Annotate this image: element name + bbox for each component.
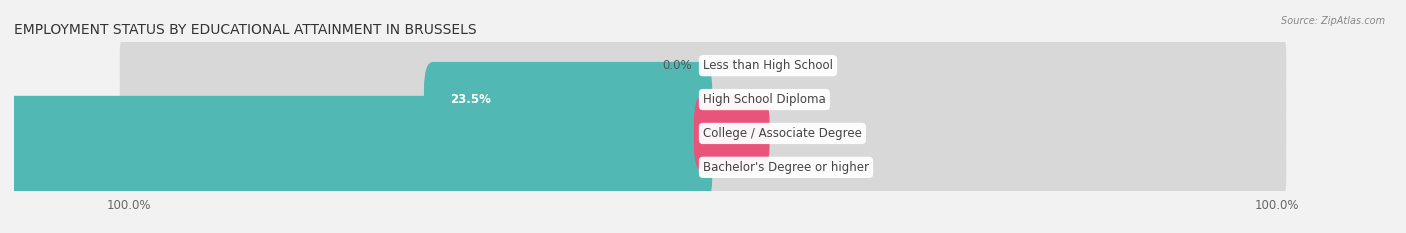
Text: Bachelor's Degree or higher: Bachelor's Degree or higher: [703, 161, 869, 174]
Text: Source: ZipAtlas.com: Source: ZipAtlas.com: [1281, 16, 1385, 26]
Text: College / Associate Degree: College / Associate Degree: [703, 127, 862, 140]
Text: 5.0%: 5.0%: [772, 127, 801, 140]
FancyBboxPatch shape: [693, 96, 769, 171]
Text: Less than High School: Less than High School: [703, 59, 832, 72]
Text: 0.0%: 0.0%: [662, 59, 692, 72]
Text: 23.5%: 23.5%: [450, 93, 491, 106]
FancyBboxPatch shape: [120, 28, 1286, 103]
Text: EMPLOYMENT STATUS BY EDUCATIONAL ATTAINMENT IN BRUSSELS: EMPLOYMENT STATUS BY EDUCATIONAL ATTAINM…: [14, 23, 477, 37]
Text: 0.0%: 0.0%: [714, 161, 744, 174]
FancyBboxPatch shape: [120, 130, 1286, 205]
Text: High School Diploma: High School Diploma: [703, 93, 825, 106]
FancyBboxPatch shape: [0, 130, 713, 205]
FancyBboxPatch shape: [0, 96, 713, 171]
Text: 0.0%: 0.0%: [714, 93, 744, 106]
FancyBboxPatch shape: [425, 62, 713, 137]
Text: 0.0%: 0.0%: [714, 59, 744, 72]
FancyBboxPatch shape: [120, 62, 1286, 137]
FancyBboxPatch shape: [120, 96, 1286, 171]
